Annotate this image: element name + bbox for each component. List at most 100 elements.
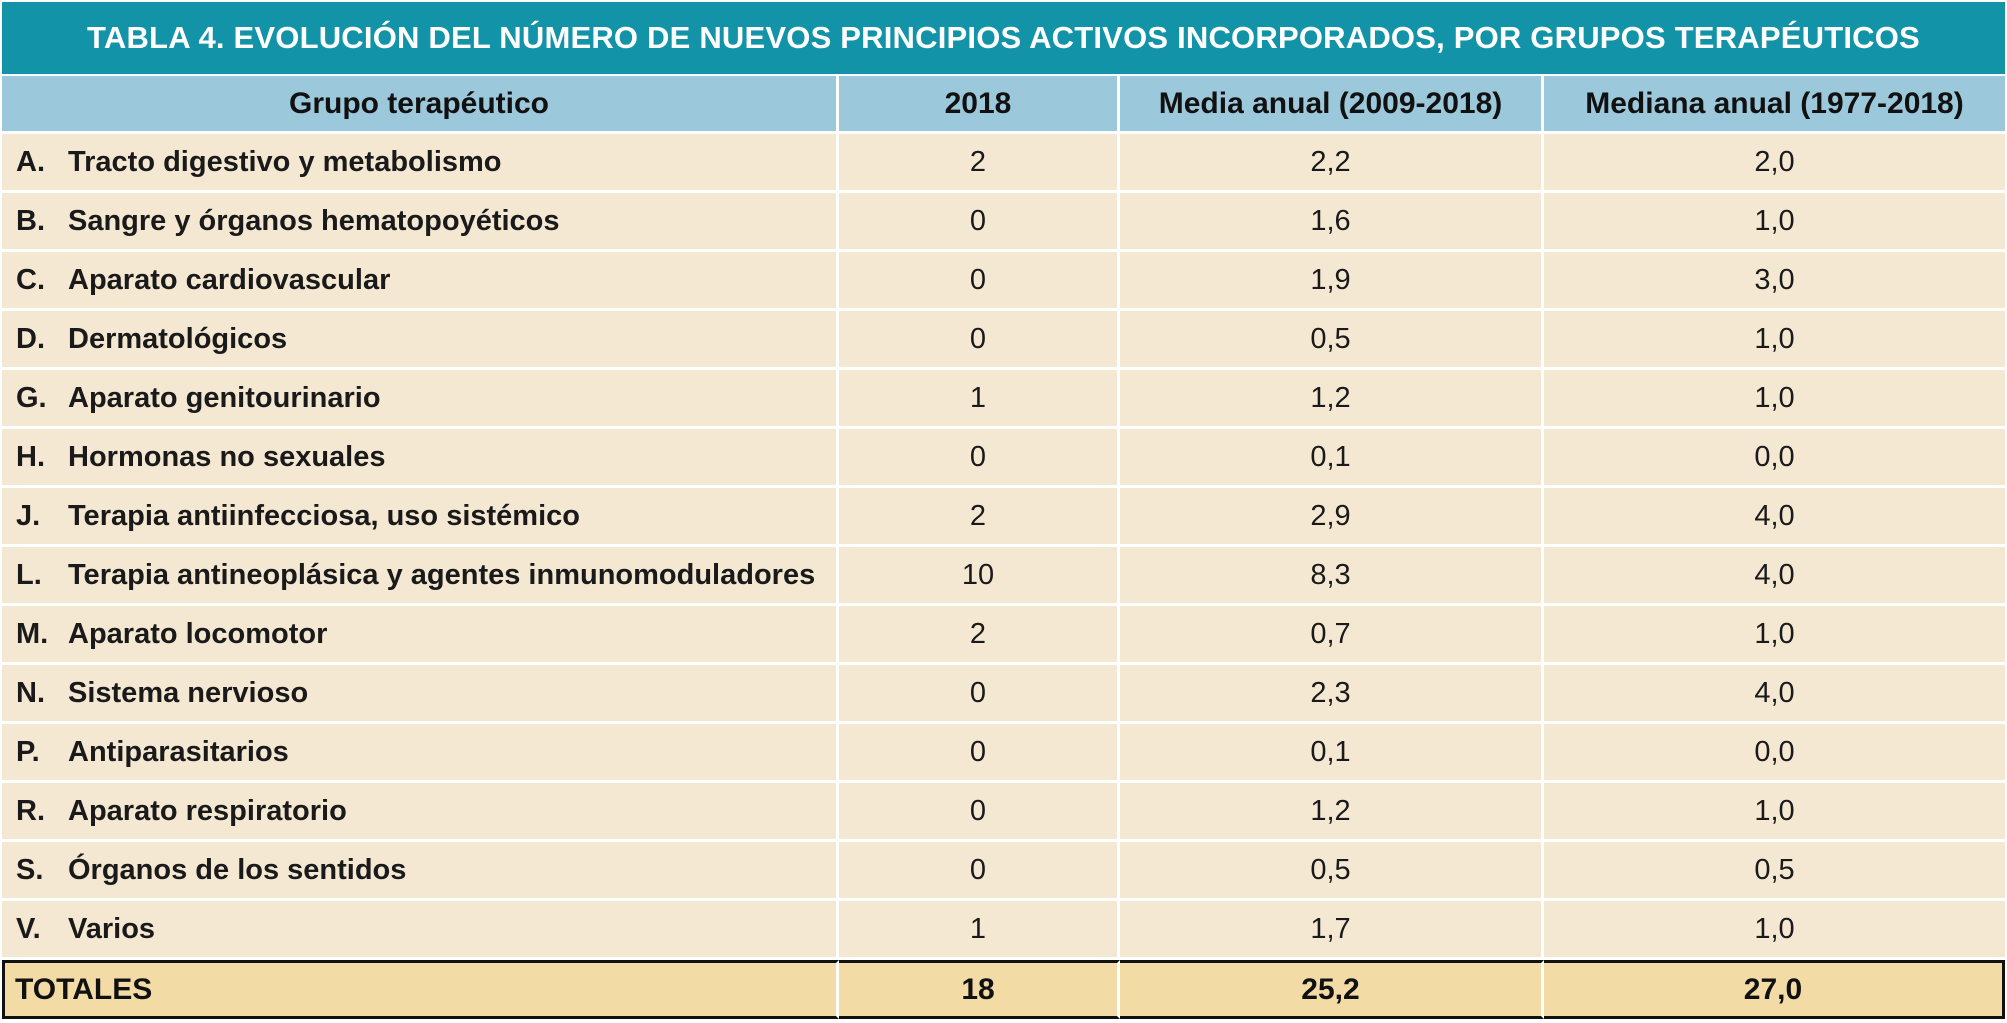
- group-cell: P. Antiparasitarios: [2, 724, 839, 783]
- value-median: 4,0: [1544, 665, 2005, 724]
- table-row: S. Órganos de los sentidos 0 0,5 0,5: [2, 842, 2005, 901]
- table-row: H. Hormonas no sexuales 0 0,1 0,0: [2, 429, 2005, 488]
- group-cell: D. Dermatológicos: [2, 311, 839, 370]
- value-median: 2,0: [1544, 134, 2005, 193]
- value-mean: 0,1: [1120, 724, 1544, 783]
- group-cell: V. Varios: [2, 901, 839, 960]
- header-year: 2018: [839, 76, 1120, 134]
- group-cell: N. Sistema nervioso: [2, 665, 839, 724]
- group-cell: G. Aparato genitourinario: [2, 370, 839, 429]
- value-mean: 0,1: [1120, 429, 1544, 488]
- value-mean: 0,5: [1120, 311, 1544, 370]
- value-year: 0: [839, 193, 1120, 252]
- totals-mean: 25,2: [1120, 960, 1544, 1019]
- header-group: Grupo terapéutico: [2, 76, 839, 134]
- value-mean: 2,2: [1120, 134, 1544, 193]
- value-mean: 8,3: [1120, 547, 1544, 606]
- value-year: 1: [839, 901, 1120, 960]
- group-name: Dermatológicos: [68, 322, 288, 355]
- group-name: Terapia antineoplásica y agentes inmunom…: [68, 558, 816, 591]
- group-code: S.: [16, 853, 44, 886]
- group-code: P.: [16, 735, 40, 768]
- value-median: 3,0: [1544, 252, 2005, 311]
- group-name: Sangre y órganos hematopoyéticos: [68, 204, 560, 237]
- value-median: 1,0: [1544, 193, 2005, 252]
- value-year: 2: [839, 606, 1120, 665]
- value-median: 4,0: [1544, 547, 2005, 606]
- totals-row: TOTALES 18 25,2 27,0: [2, 960, 2005, 1019]
- value-year: 2: [839, 134, 1120, 193]
- group-code: H.: [16, 440, 45, 473]
- table-row: C. Aparato cardiovascular 0 1,9 3,0: [2, 252, 2005, 311]
- totals-median: 27,0: [1544, 960, 2005, 1019]
- table-row: M. Aparato locomotor 2 0,7 1,0: [2, 606, 2005, 665]
- value-mean: 1,2: [1120, 783, 1544, 842]
- group-name: Terapia antiinfecciosa, uso sistémico: [68, 499, 580, 532]
- group-cell: C. Aparato cardiovascular: [2, 252, 839, 311]
- group-cell: H. Hormonas no sexuales: [2, 429, 839, 488]
- group-name: Aparato locomotor: [68, 617, 328, 650]
- table-row: J. Terapia antiinfecciosa, uso sistémico 2…: [2, 488, 2005, 547]
- group-name: Aparato genitourinario: [68, 381, 381, 414]
- group-code: G.: [16, 381, 47, 414]
- value-median: 0,5: [1544, 842, 2005, 901]
- group-name: Aparato cardiovascular: [68, 263, 391, 296]
- totals-year: 18: [839, 960, 1120, 1019]
- header-row: Grupo terapéutico 2018 Media anual (2009…: [2, 76, 2005, 134]
- header-mean: Media anual (2009-2018): [1120, 76, 1544, 134]
- totals-label: TOTALES: [2, 960, 839, 1019]
- value-median: 1,0: [1544, 311, 2005, 370]
- group-name: Tracto digestivo y metabolismo: [68, 145, 502, 178]
- value-mean: 2,3: [1120, 665, 1544, 724]
- value-year: 0: [839, 842, 1120, 901]
- value-year: 0: [839, 252, 1120, 311]
- group-name: Sistema nervioso: [68, 676, 309, 709]
- value-median: 4,0: [1544, 488, 2005, 547]
- value-year: 2: [839, 488, 1120, 547]
- value-median: 1,0: [1544, 783, 2005, 842]
- group-name: Varios: [68, 912, 156, 945]
- group-code: M.: [16, 617, 49, 650]
- value-year: 1: [839, 370, 1120, 429]
- group-code: L.: [16, 558, 42, 591]
- group-code: B.: [16, 204, 45, 237]
- group-code: J.: [16, 499, 41, 532]
- table-row: V. Varios 1 1,7 1,0: [2, 901, 2005, 960]
- group-cell: A. Tracto digestivo y metabolismo: [2, 134, 839, 193]
- header-median: Mediana anual (1977-2018): [1544, 76, 2005, 134]
- value-median: 0,0: [1544, 429, 2005, 488]
- group-code: A.: [16, 145, 45, 178]
- value-median: 1,0: [1544, 370, 2005, 429]
- table-row: N. Sistema nervioso 0 2,3 4,0: [2, 665, 2005, 724]
- table-body: A. Tracto digestivo y metabolismo 2 2,2 2,0 B…: [2, 134, 2005, 960]
- group-cell: S. Órganos de los sentidos: [2, 842, 839, 901]
- therapeutic-groups-table: Grupo terapéutico 2018 Media anual (2009…: [2, 76, 2005, 1019]
- value-year: 0: [839, 429, 1120, 488]
- group-cell: L. Terapia antineoplásica y agentes inmun…: [2, 547, 839, 606]
- value-mean: 1,9: [1120, 252, 1544, 311]
- table-row: B. Sangre y órganos hematopoyéticos 0 1,6 1,…: [2, 193, 2005, 252]
- table-row: A. Tracto digestivo y metabolismo 2 2,2 2,0: [2, 134, 2005, 193]
- group-name: Hormonas no sexuales: [68, 440, 386, 473]
- value-year: 0: [839, 724, 1120, 783]
- value-mean: 1,6: [1120, 193, 1544, 252]
- table-row: L. Terapia antineoplásica y agentes inmun…: [2, 547, 2005, 606]
- group-cell: R. Aparato respiratorio: [2, 783, 839, 842]
- group-name: Antiparasitarios: [68, 735, 289, 768]
- group-code: N.: [16, 676, 45, 709]
- value-median: 1,0: [1544, 606, 2005, 665]
- value-year: 0: [839, 665, 1120, 724]
- value-year: 0: [839, 311, 1120, 370]
- value-median: 0,0: [1544, 724, 2005, 783]
- group-code: V.: [16, 912, 41, 945]
- group-cell: B. Sangre y órganos hematopoyéticos: [2, 193, 839, 252]
- value-median: 1,0: [1544, 901, 2005, 960]
- table-row: R. Aparato respiratorio 0 1,2 1,0: [2, 783, 2005, 842]
- group-name: Órganos de los sentidos: [68, 853, 407, 886]
- value-mean: 2,9: [1120, 488, 1544, 547]
- group-cell: M. Aparato locomotor: [2, 606, 839, 665]
- value-mean: 1,7: [1120, 901, 1544, 960]
- table-row: G. Aparato genitourinario 1 1,2 1,0: [2, 370, 2005, 429]
- table-row: D. Dermatológicos 0 0,5 1,0: [2, 311, 2005, 370]
